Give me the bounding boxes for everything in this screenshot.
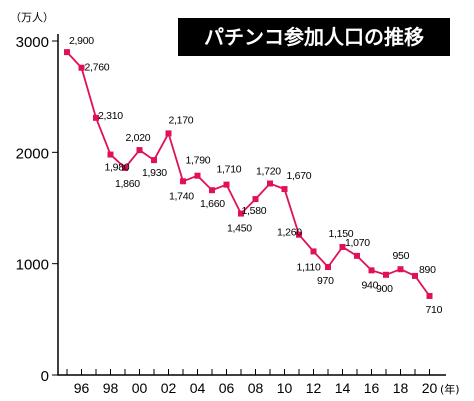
data-point-marker [354, 252, 360, 259]
data-point-marker [223, 181, 230, 188]
data-label: 900 [376, 283, 393, 295]
data-label: 1,260 [277, 227, 302, 239]
x-unit-label: (年) [440, 382, 460, 396]
data-point-marker [136, 147, 143, 154]
data-point-marker [426, 292, 433, 299]
data-point-marker [412, 272, 418, 279]
x-axis: 96 98 00 02 04 06 08 10 12 14 16 18 20 [66, 369, 438, 396]
data-label: 1,070 [345, 237, 370, 249]
data-point-marker [151, 157, 157, 164]
data-point-marker [64, 49, 70, 56]
y-axis: 0 1000 2000 3000 [16, 34, 58, 385]
data-label: 1,740 [169, 190, 194, 202]
y-tick-label: 3000 [16, 34, 49, 51]
data-point-marker [252, 196, 259, 203]
x-tick-label: 98 [103, 380, 119, 396]
data-point-marker [325, 264, 331, 271]
data-label: 2,310 [98, 110, 123, 122]
data-point-marker [165, 130, 172, 137]
data-point-marker [281, 186, 288, 193]
x-tick-label: 04 [190, 380, 206, 396]
data-label: 1,790 [186, 155, 211, 167]
data-label: 1,980 [105, 162, 130, 174]
data-label: 1,450 [227, 223, 252, 235]
data-label: 940 [362, 279, 379, 291]
x-tick-label: 20 [422, 380, 438, 396]
data-label: 2,900 [69, 35, 94, 47]
data-label: 1,860 [115, 178, 140, 190]
series-line [66, 51, 431, 297]
x-tick-label: 18 [393, 380, 409, 396]
data-point-marker [122, 164, 128, 171]
data-label: 1,720 [256, 166, 281, 178]
x-tick-label: 14 [335, 380, 351, 396]
x-tick-label: 06 [219, 380, 235, 396]
data-label: 1,660 [200, 198, 225, 210]
data-label: 2,760 [85, 62, 110, 74]
data-point-marker [93, 114, 99, 121]
x-tick-label: 12 [306, 380, 322, 396]
y-tick-label: 2000 [16, 145, 49, 162]
data-point-marker [78, 64, 85, 71]
data-labels: 2,900 2,760 2,310 1,980 1,860 2,020 1,930 2,170… [69, 35, 443, 316]
data-point-marker [368, 267, 375, 274]
data-label: 890 [419, 264, 436, 276]
data-label: 950 [393, 250, 410, 262]
data-point-marker [397, 266, 404, 273]
data-point-marker [194, 172, 201, 179]
y-tick-label: 0 [41, 368, 49, 385]
data-label: 710 [426, 304, 443, 316]
x-tick-label: 96 [74, 380, 90, 396]
chart-title: パチンコ参加人口の推移 [204, 25, 424, 49]
x-tick-label: 00 [132, 380, 148, 396]
title-box [178, 18, 450, 56]
data-label: 970 [317, 275, 334, 287]
data-label: 2,020 [126, 132, 151, 144]
data-point-marker [310, 248, 317, 255]
data-label: 2,170 [169, 114, 194, 126]
data-point-marker [296, 231, 302, 238]
data-point-marker [267, 180, 273, 187]
x-tick-label: 16 [364, 380, 380, 396]
data-markers [64, 49, 433, 299]
y-unit-label: （万人） [10, 11, 54, 24]
x-tick-label: 10 [277, 380, 293, 396]
data-label: 1,150 [329, 228, 354, 240]
data-point-marker [383, 271, 389, 278]
data-point-marker [339, 243, 346, 250]
data-label: 1,670 [287, 170, 312, 182]
data-label: 1,580 [242, 205, 267, 217]
x-tick-label: 02 [161, 380, 177, 396]
data-point-marker [209, 187, 215, 194]
x-tick-label: 08 [248, 380, 264, 396]
y-tick-label: 1000 [16, 257, 49, 274]
data-label: 1,710 [217, 164, 242, 176]
data-point-marker [180, 178, 186, 185]
data-label: 1,110 [297, 261, 321, 273]
data-point-marker [238, 210, 244, 217]
data-point-marker [107, 151, 114, 158]
data-label: 1,930 [142, 167, 167, 179]
